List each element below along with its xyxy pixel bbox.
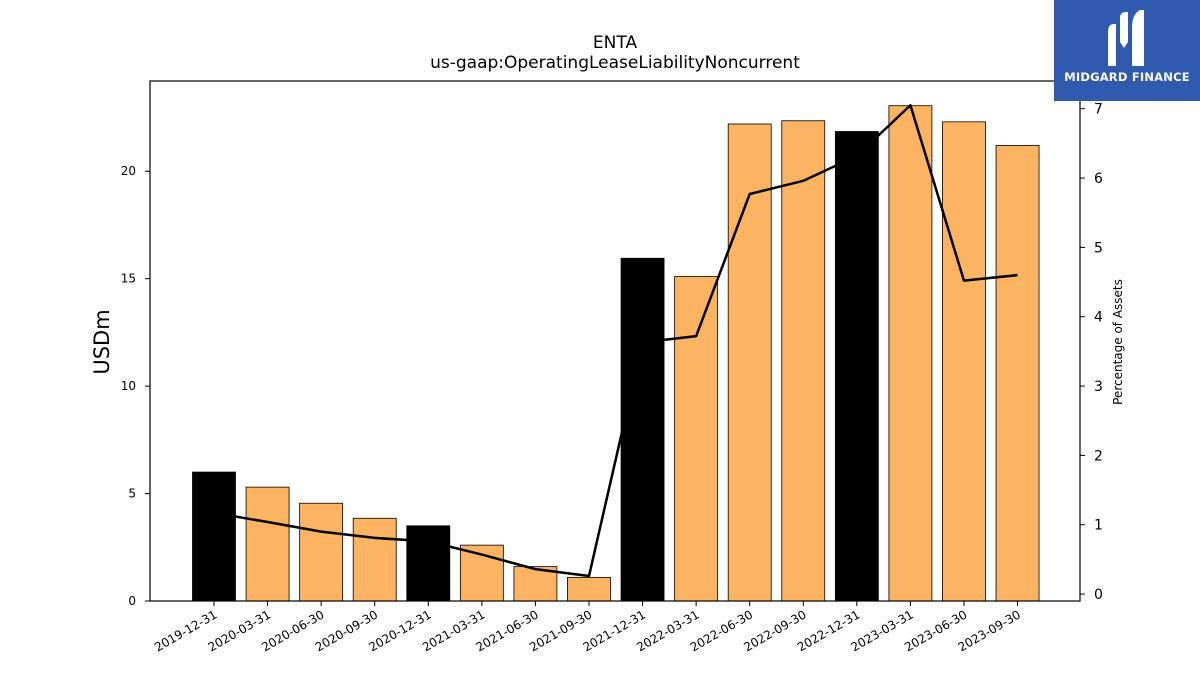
bar-2019-12-31 (192, 471, 236, 602)
bar-group (192, 105, 1040, 602)
y-left-tick-label: 20 (121, 164, 136, 178)
bar-2021-12-31 (620, 257, 665, 602)
bar-2023-03-31 (888, 105, 933, 602)
logo-mark-icon (1108, 10, 1144, 66)
x-axis: 2019-12-312020-03-312020-06-302020-09-30… (152, 601, 1023, 654)
y-right-tick-label: 0 (1094, 587, 1103, 603)
line-group (213, 104, 1018, 578)
bar-2020-06-30 (299, 502, 344, 602)
bar-2023-09-30 (995, 145, 1040, 602)
percentage-line (213, 104, 1018, 578)
y-left-tick-label: 15 (121, 272, 136, 286)
y-right-tick-label: 2 (1094, 448, 1103, 464)
plot-frame (149, 80, 1081, 602)
y-left-tick-label: 5 (128, 487, 136, 501)
y-right-tick-label: 6 (1094, 171, 1103, 187)
logo-text: MIDGARD FINANCE (1064, 70, 1190, 84)
bar-2023-06-30 (942, 121, 986, 602)
bar-2020-12-31 (406, 525, 451, 602)
bar-2021-09-30 (567, 576, 611, 602)
chart-subtitle: us-gaap:OperatingLeaseLiabilityNoncurren… (430, 53, 800, 73)
bar-2020-03-31 (245, 486, 290, 602)
y-left-tick-label: 0 (128, 594, 136, 608)
bar-2022-09-30 (781, 120, 826, 602)
brand-logo: MIDGARD FINANCE (1054, 0, 1200, 101)
y-right-tick-label: 1 (1094, 518, 1103, 534)
bar-2022-03-31 (674, 276, 719, 602)
y-axis-left: 0 5 10 15 20 (121, 164, 150, 608)
y-left-tick-label: 10 (121, 379, 136, 393)
chart-title: ENTA (593, 33, 638, 53)
bar-2022-12-31 (834, 131, 879, 602)
y-axis-right-label: Percentage of Assets (1111, 279, 1125, 405)
y-right-tick-label: 3 (1094, 379, 1103, 395)
y-axis-right: 0 1 2 3 4 5 6 7 (1080, 102, 1103, 603)
bar-2022-06-30 (727, 123, 772, 602)
y-right-tick-label: 5 (1094, 240, 1103, 256)
bar-2021-06-30 (513, 566, 558, 602)
y-right-tick-label: 4 (1094, 310, 1103, 326)
y-right-tick-label: 7 (1094, 102, 1103, 118)
y-axis-left-label: USDm (90, 309, 114, 374)
bar-2020-09-30 (352, 517, 397, 602)
